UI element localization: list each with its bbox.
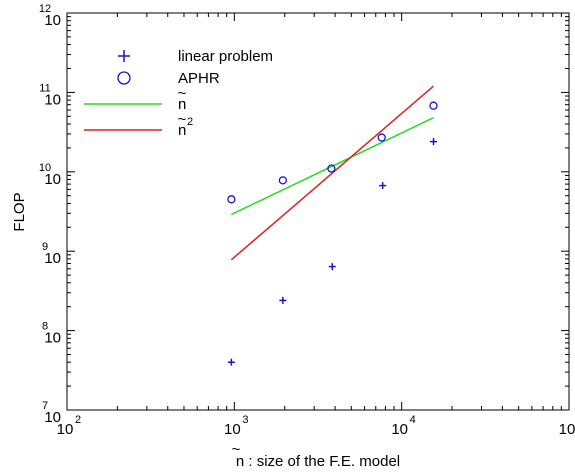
legend-item: n~ 2 bbox=[84, 111, 193, 139]
x-tick-label-base: 10 bbox=[57, 421, 74, 438]
x-axis-label-tilde: ~ bbox=[232, 441, 241, 458]
circle-marker bbox=[227, 195, 236, 204]
plus-marker bbox=[227, 358, 235, 366]
plus-marker bbox=[328, 263, 336, 271]
legend-label: n bbox=[178, 122, 186, 139]
circle-marker bbox=[278, 176, 288, 185]
series-line-2 bbox=[231, 117, 434, 216]
axis-ticks bbox=[66, 12, 570, 411]
y-tick-label: 108 bbox=[42, 321, 61, 347]
x-tick-label: 102 bbox=[57, 414, 81, 438]
data-markers bbox=[227, 101, 438, 366]
legend-label-accent: ~ bbox=[178, 85, 187, 102]
x-tick-label: 103 bbox=[224, 414, 248, 438]
legend-label: APHR bbox=[178, 70, 220, 87]
x-axis-label-text: n : size of the F.E. model bbox=[236, 453, 400, 470]
y-tick-label-exp: 9 bbox=[42, 241, 48, 253]
plus-marker bbox=[279, 296, 287, 304]
y-tick-label-base: 10 bbox=[44, 330, 61, 347]
legend-label-accent: ~ bbox=[178, 111, 187, 128]
x-tick-label-base: 10 bbox=[559, 421, 575, 438]
plot-frame bbox=[66, 12, 570, 411]
x-tick-label: 104 bbox=[391, 414, 415, 438]
y-tick-label-exp: 10 bbox=[39, 162, 51, 174]
legend-item: APHR bbox=[117, 70, 220, 87]
y-tick-label-base: 10 bbox=[44, 250, 61, 267]
legend-item: linear problem bbox=[118, 48, 273, 65]
legend-label: n bbox=[178, 96, 186, 113]
axis-tick-labels: 102103104105107108109101010111012 bbox=[39, 3, 575, 438]
y-tick-label-base: 10 bbox=[44, 91, 61, 108]
y-tick-label-exp: 7 bbox=[42, 400, 48, 412]
legend-plus-marker bbox=[118, 50, 130, 62]
legend-item: n~ bbox=[84, 85, 187, 113]
series-line-3 bbox=[230, 85, 435, 261]
y-tick-label-base: 10 bbox=[44, 171, 61, 188]
y-tick-label-base: 10 bbox=[44, 409, 61, 426]
x-tick-label-base: 10 bbox=[224, 421, 241, 438]
y-axis-label: FLOP bbox=[11, 192, 28, 231]
x-tick-label-exp: 2 bbox=[75, 414, 81, 426]
fit-lines bbox=[230, 85, 435, 261]
circle-marker bbox=[327, 164, 336, 173]
x-axis-label: ~ n : size of the F.E. model bbox=[232, 441, 401, 470]
x-tick-label: 105 bbox=[559, 421, 575, 438]
plus-marker bbox=[430, 138, 438, 146]
x-tick-label-base: 10 bbox=[391, 421, 408, 438]
circle-marker bbox=[429, 101, 438, 110]
y-tick-label-exp: 12 bbox=[39, 3, 51, 15]
y-tick-label-exp: 11 bbox=[39, 82, 50, 94]
legend-circle-marker bbox=[117, 71, 131, 85]
legend-label: linear problem bbox=[178, 48, 273, 65]
x-tick-label-exp: 3 bbox=[242, 414, 248, 426]
plus-marker bbox=[379, 182, 387, 190]
x-tick-label-exp: 4 bbox=[410, 414, 416, 426]
y-tick-label-base: 10 bbox=[44, 12, 61, 29]
circle-marker bbox=[377, 133, 386, 142]
y-tick-label: 107 bbox=[42, 400, 61, 426]
y-tick-label: 109 bbox=[42, 241, 61, 267]
legend-label-superscript: 2 bbox=[187, 116, 193, 128]
y-tick-label-exp: 8 bbox=[42, 321, 48, 333]
